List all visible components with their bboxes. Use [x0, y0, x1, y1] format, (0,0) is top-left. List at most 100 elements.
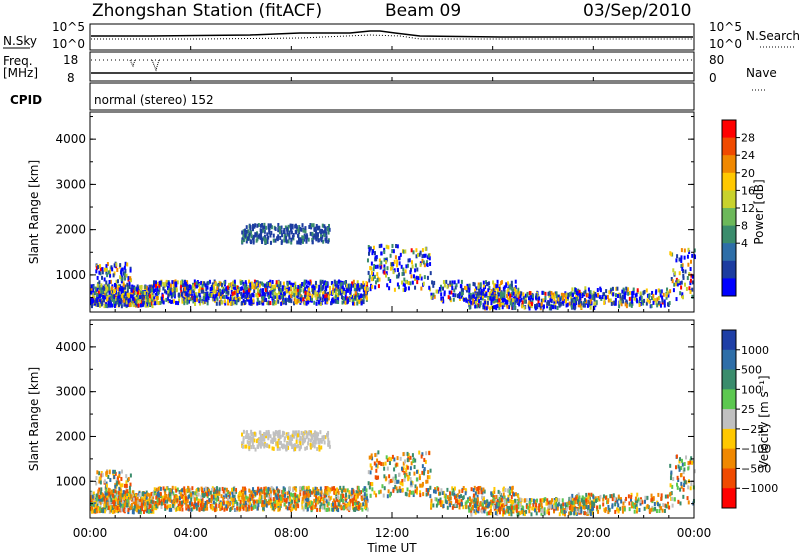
echo-cell — [496, 287, 499, 292]
echo-cell — [163, 283, 166, 288]
echo-cell — [539, 304, 542, 309]
echo-cell — [277, 505, 280, 510]
echo-cell — [141, 507, 144, 512]
echo-cell — [94, 290, 97, 295]
echo-cell — [105, 497, 108, 502]
echo-cell — [254, 504, 257, 509]
echo-cell — [232, 501, 235, 506]
echo-cell — [244, 287, 247, 292]
echo-cell — [299, 444, 302, 449]
echo-cell — [113, 282, 116, 287]
echo-cell — [374, 255, 377, 260]
echo-cell — [393, 457, 396, 462]
echo-cell — [375, 255, 378, 260]
echo-cell — [370, 283, 373, 288]
echo-cell — [307, 300, 310, 305]
echo-cell — [446, 487, 449, 492]
echo-cell — [328, 227, 331, 232]
echo-cell — [123, 285, 126, 290]
echo-cell — [622, 290, 625, 295]
echo-cell — [332, 283, 335, 288]
echo-cell — [228, 282, 231, 287]
echo-cell — [309, 430, 312, 435]
echo-cell — [498, 286, 501, 291]
echo-cell — [332, 286, 335, 291]
echo-cell — [206, 293, 209, 298]
echo-cell — [315, 488, 318, 493]
echo-cell — [222, 500, 225, 505]
echo-cell — [105, 507, 108, 512]
echo-cell — [198, 288, 201, 293]
echo-cell — [318, 225, 321, 230]
echo-cell — [419, 250, 422, 255]
echo-cell — [383, 270, 386, 275]
echo-cell — [282, 281, 285, 286]
echo-cell — [668, 300, 671, 305]
echo-cell — [264, 225, 267, 230]
echo-cell — [244, 294, 247, 299]
echo-cell — [332, 299, 335, 304]
echo-cell — [514, 305, 517, 310]
echo-cell — [97, 489, 100, 494]
echo-cell — [478, 288, 481, 293]
echo-cell — [520, 297, 523, 302]
echo-cell — [286, 491, 289, 496]
echo-cell — [328, 489, 331, 494]
echo-cell — [225, 487, 228, 492]
echo-cell — [167, 299, 170, 304]
echo-cell — [102, 507, 105, 512]
echo-cell — [174, 507, 177, 512]
echo-cell — [618, 304, 621, 309]
echo-cell — [288, 290, 291, 295]
echo-cell — [579, 296, 582, 301]
echo-cell — [313, 233, 316, 238]
echo-cell — [287, 435, 290, 440]
echo-cell — [427, 253, 430, 258]
echo-cell — [343, 287, 346, 292]
echo-cell — [310, 500, 313, 505]
echo-cell — [120, 469, 123, 474]
echo-cell — [613, 300, 616, 305]
echo-cell — [108, 470, 111, 475]
echo-cell — [247, 288, 250, 293]
echo-cell — [320, 439, 323, 444]
echo-cell — [419, 262, 422, 267]
echo-cell — [388, 456, 391, 461]
echo-cell — [108, 299, 111, 304]
echo-cell — [201, 287, 204, 292]
echo-cell — [133, 300, 136, 305]
echo-cell — [255, 238, 258, 243]
echo-cell — [222, 496, 225, 501]
echo-cell — [315, 301, 318, 306]
echo-cell — [101, 497, 104, 502]
echo-cell — [514, 285, 517, 290]
echo-cell — [315, 491, 318, 496]
echo-cell — [226, 299, 229, 304]
echo-cell — [238, 497, 241, 502]
echo-cell — [411, 453, 414, 458]
echo-cell — [126, 502, 129, 507]
echo-cell — [350, 283, 353, 288]
echo-cell — [502, 292, 505, 297]
echo-cell — [307, 287, 310, 292]
echo-cell — [101, 267, 104, 272]
echo-cell — [400, 264, 403, 269]
echo-cell — [420, 454, 423, 459]
echo-cell — [101, 270, 104, 275]
echo-cell — [426, 275, 429, 280]
echo-cell — [116, 499, 119, 504]
echo-cell — [678, 271, 681, 276]
echo-cell — [611, 291, 614, 296]
echo-cell — [625, 286, 628, 291]
echo-cell — [538, 296, 541, 301]
echo-cell — [250, 281, 253, 286]
echo-cell — [622, 287, 625, 292]
echo-cell — [655, 289, 658, 294]
echo-cell — [198, 299, 201, 304]
echo-cell — [199, 301, 202, 306]
echo-cell — [112, 291, 115, 296]
echo-cell — [611, 300, 614, 305]
echo-cell — [296, 240, 299, 245]
echo-cell — [498, 303, 501, 308]
echo-cell — [96, 500, 99, 505]
